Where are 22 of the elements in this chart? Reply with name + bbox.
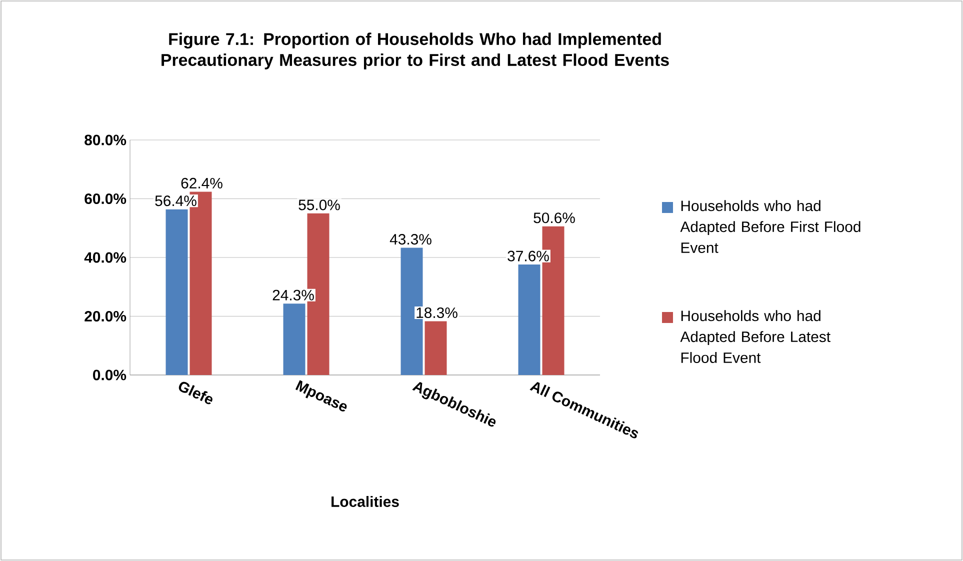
legend-label: Households who had Adapted Before Latest Flood Event — [680, 310, 830, 363]
data-label: 24.3% — [272, 290, 314, 300]
data-label: 43.3% — [390, 234, 432, 245]
bar — [166, 209, 188, 375]
x-tick-label: Glefe — [178, 382, 212, 404]
bar — [283, 304, 306, 375]
bar — [424, 321, 447, 375]
data-label: 55.0% — [298, 200, 340, 210]
y-tick-label: 60.0% — [84, 193, 126, 204]
y-tick-label: 0.0% — [93, 370, 126, 380]
y-tick-label: 20.0% — [84, 310, 126, 322]
data-label: 18.3% — [416, 307, 458, 318]
data-label: 50.6% — [534, 212, 575, 224]
data-label: 62.4% — [181, 178, 222, 188]
data-label: 37.6% — [508, 250, 549, 262]
data-label: 56.4% — [155, 196, 196, 206]
y-tick-label: 80.0% — [84, 134, 126, 146]
x-axis-title: Localities — [332, 496, 399, 507]
legend-label: Households who had Adapted Before First Flood Event — [680, 200, 860, 253]
bar — [518, 264, 540, 375]
chart-title: Figure 7.1: Proportion of Households Who had Implemented Precautionary Measures prior to First and Latest Flood Events — [162, 32, 669, 70]
y-tick-label: 40.0% — [84, 252, 126, 263]
